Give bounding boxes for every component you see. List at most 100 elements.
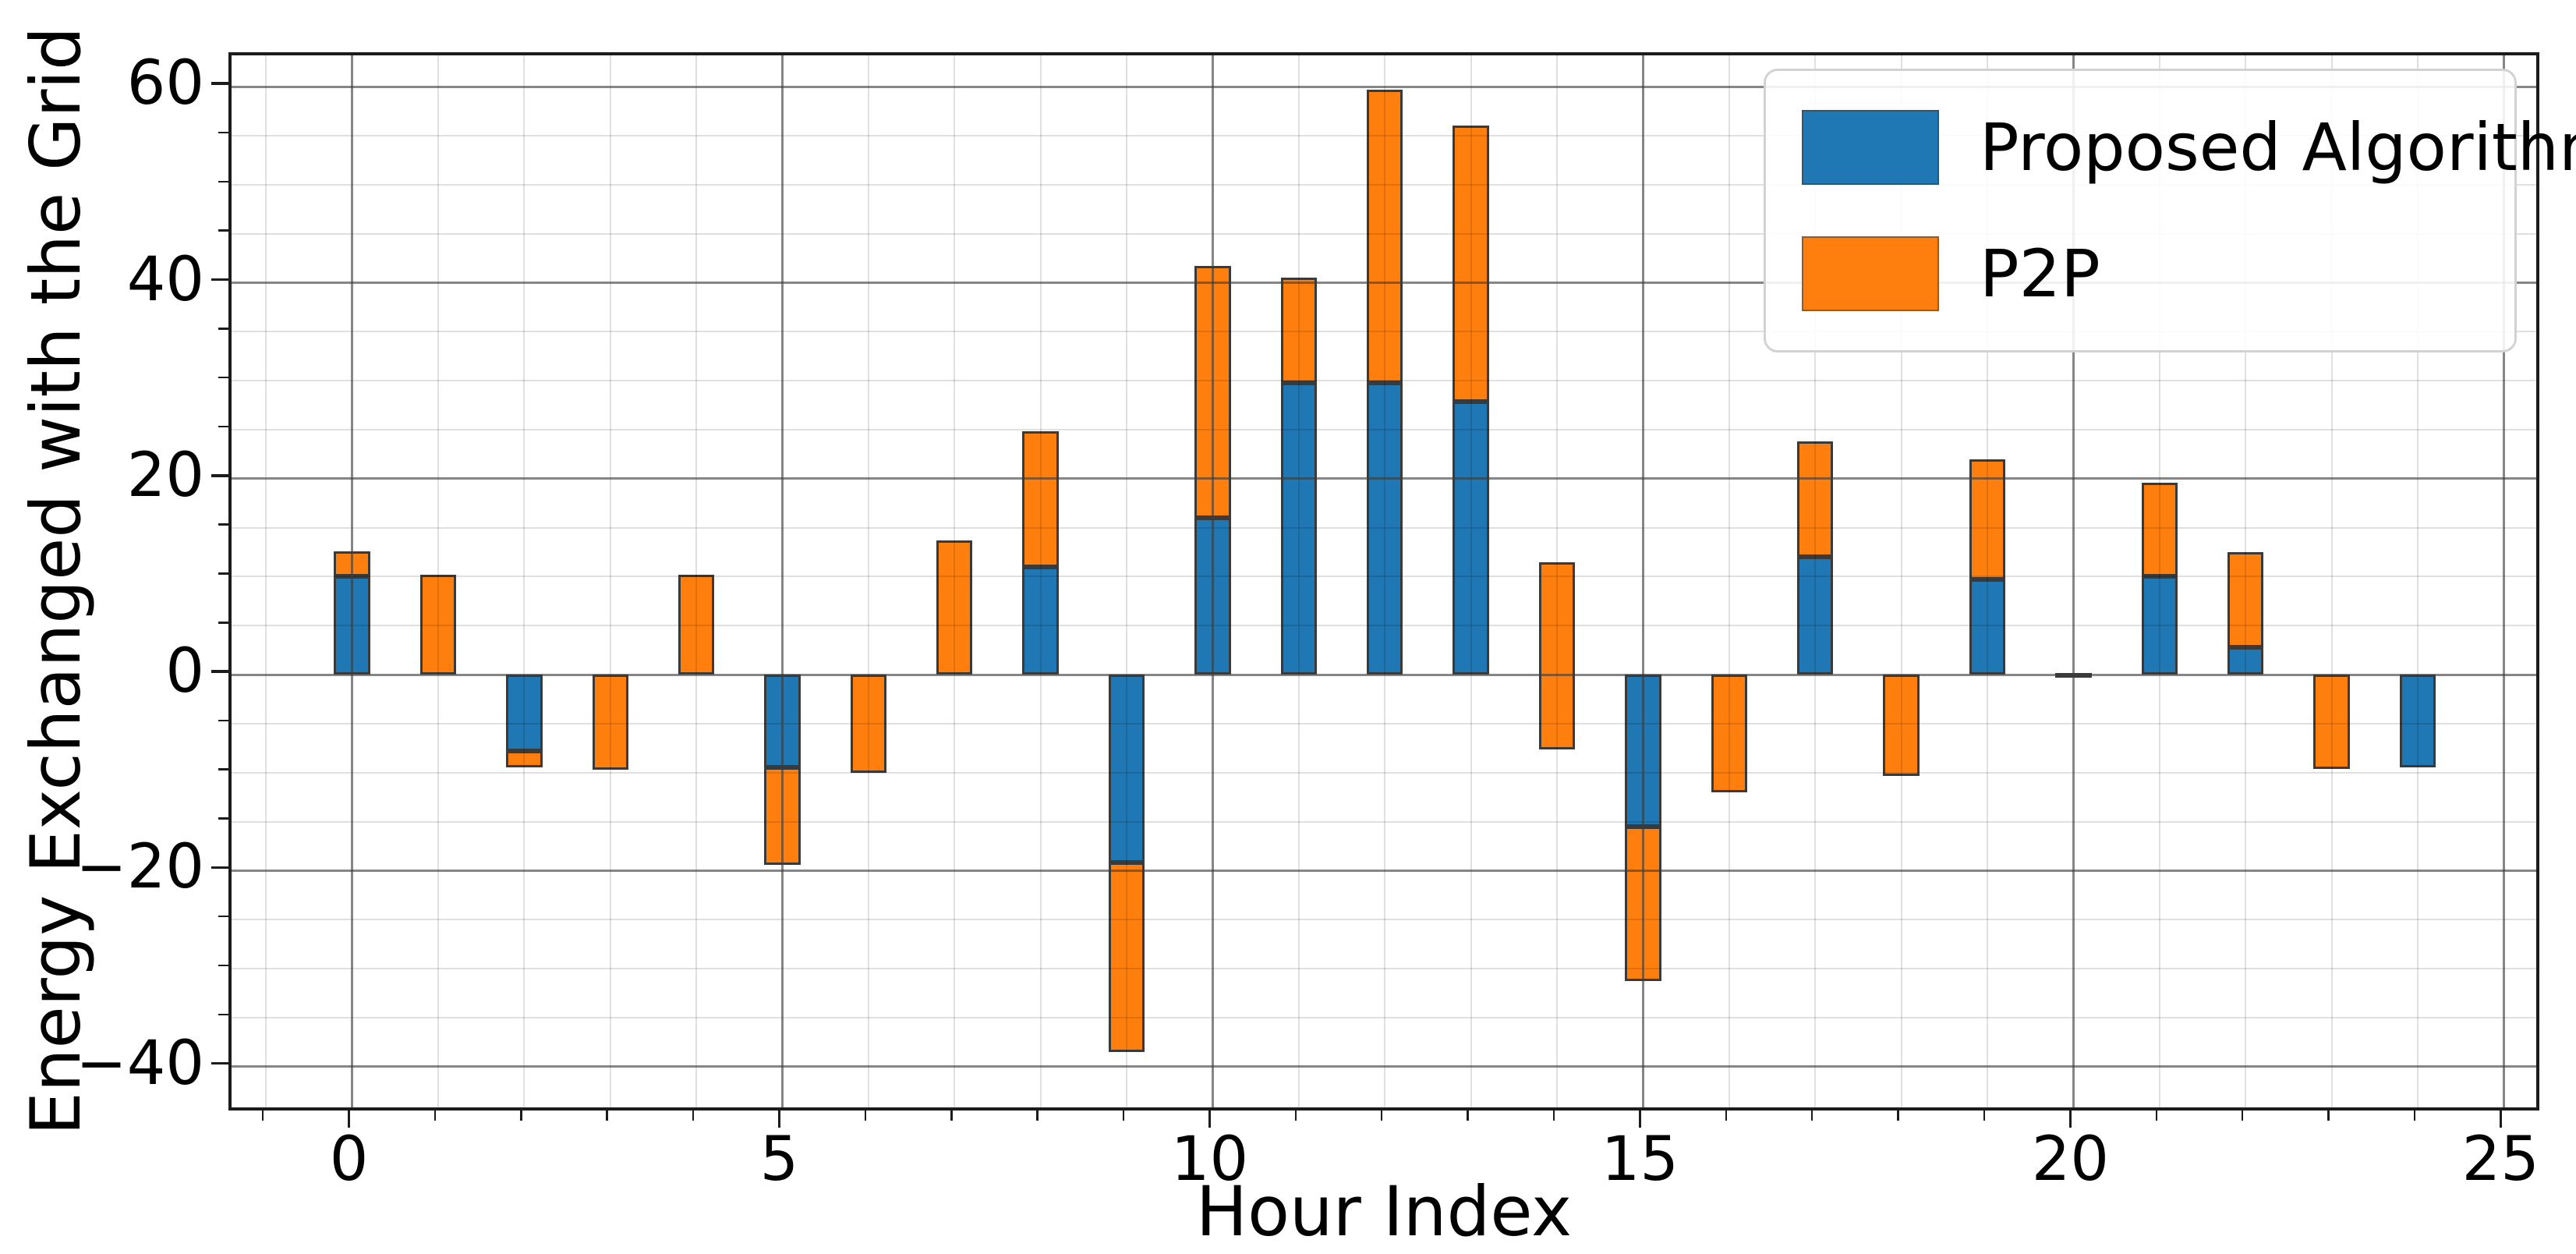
y-minor-tick--10 bbox=[218, 768, 228, 770]
major-gridline-y--40 bbox=[232, 1065, 2536, 1068]
x-minor-tick-4 bbox=[692, 1111, 695, 1121]
bar-proposed-hour-8 bbox=[1022, 566, 1059, 675]
minor-gridline-y-25 bbox=[232, 428, 2536, 430]
bar-p2p-hour-1 bbox=[419, 574, 457, 675]
minor-gridline-x-21 bbox=[2158, 55, 2160, 1107]
minor-gridline-x-24 bbox=[2416, 55, 2419, 1107]
y-minor-tick-35 bbox=[218, 328, 228, 330]
legend-label-proposed-algorithm: Proposed Algorithm bbox=[1980, 109, 2576, 186]
minor-gridline-y--25 bbox=[232, 919, 2536, 921]
bar-p2p-hour-13 bbox=[1453, 126, 1489, 402]
grid-layer bbox=[232, 55, 2536, 1107]
minor-gridline-y-50 bbox=[232, 183, 2536, 186]
x-minor-tick-8 bbox=[1036, 1111, 1039, 1121]
x-minor-tick-12 bbox=[1380, 1111, 1383, 1121]
minor-gridline-y--35 bbox=[232, 1016, 2536, 1018]
x-minor-tick-3 bbox=[606, 1111, 608, 1121]
x-minor-tick-13 bbox=[1467, 1111, 1469, 1121]
bar-proposed-hour-17 bbox=[1797, 557, 1834, 675]
minor-gridline-y--10 bbox=[232, 771, 2536, 774]
minor-gridline-x-11 bbox=[1297, 55, 1300, 1107]
x-minor-tick-14 bbox=[1552, 1111, 1555, 1121]
x-major-tick-15 bbox=[1638, 1111, 1642, 1128]
minor-gridline-x-22 bbox=[2245, 55, 2247, 1107]
minor-gridline-x-4 bbox=[695, 55, 698, 1107]
minor-gridline-x-13 bbox=[1470, 55, 1472, 1107]
minor-gridline-y--5 bbox=[232, 722, 2536, 724]
major-gridline-y-60 bbox=[232, 85, 2536, 88]
bar-p2p-hour-21 bbox=[2141, 482, 2178, 577]
x-minor-tick-9 bbox=[1122, 1111, 1125, 1121]
x-axis-label: Hour Index bbox=[1195, 1171, 1573, 1252]
bar-p2p-hour-14 bbox=[1538, 561, 1576, 749]
y-tick-label--40: −40 bbox=[76, 1028, 204, 1099]
legend-label-p2p: P2P bbox=[1980, 236, 2100, 312]
bar-proposed-hour-11 bbox=[1280, 382, 1318, 675]
minor-gridline-y-55 bbox=[232, 135, 2536, 137]
minor-gridline-x-23 bbox=[2330, 55, 2333, 1107]
bar-proposed-hour-12 bbox=[1367, 382, 1403, 675]
major-gridline-y-20 bbox=[232, 477, 2536, 480]
bar-proposed-hour-22 bbox=[2227, 646, 2264, 675]
major-gridline-x-0 bbox=[351, 55, 354, 1107]
major-gridline-y--20 bbox=[232, 869, 2536, 872]
x-minor-tick--1 bbox=[261, 1111, 264, 1121]
minor-gridline-x-8 bbox=[1039, 55, 1042, 1107]
minor-gridline-y-10 bbox=[232, 576, 2536, 578]
y-minor-tick--15 bbox=[218, 817, 228, 820]
minor-gridline-y--15 bbox=[232, 820, 2536, 823]
bar-p2p-hour-8 bbox=[1022, 431, 1059, 567]
y-major-tick-60 bbox=[211, 82, 228, 85]
bar-p2p-hour-3 bbox=[592, 675, 628, 770]
y-minor-tick-25 bbox=[218, 425, 228, 428]
minor-gridline-x-19 bbox=[1986, 55, 1988, 1107]
minor-gridline-y-45 bbox=[232, 232, 2536, 235]
bar-p2p-hour-6 bbox=[850, 675, 887, 773]
major-gridline-y-0 bbox=[232, 673, 2536, 676]
x-minor-tick-11 bbox=[1294, 1111, 1297, 1121]
y-tick-label-0: 0 bbox=[165, 636, 204, 707]
bar-p2p-hour-12 bbox=[1367, 89, 1403, 383]
bar-proposed-hour-9 bbox=[1108, 675, 1145, 863]
minor-gridline-x-1 bbox=[437, 55, 439, 1107]
x-tick-label-20: 20 bbox=[2031, 1125, 2109, 1195]
x-minor-tick-19 bbox=[1983, 1111, 1986, 1121]
minor-gridline-x-6 bbox=[867, 55, 869, 1107]
bar-p2p-hour-11 bbox=[1280, 278, 1318, 383]
legend: Proposed Algorithm P2P bbox=[1764, 69, 2576, 352]
minor-gridline-y--30 bbox=[232, 968, 2536, 970]
y-minor-tick--25 bbox=[218, 915, 228, 918]
bar-proposed-hour-19 bbox=[1969, 579, 2006, 675]
y-major-tick--20 bbox=[211, 866, 228, 870]
x-minor-tick-7 bbox=[950, 1111, 953, 1121]
bar-proposed-hour-13 bbox=[1453, 401, 1489, 675]
y-tick-label-60: 60 bbox=[126, 48, 204, 119]
x-minor-tick-17 bbox=[1810, 1111, 1813, 1121]
bar-p2p-hour-7 bbox=[936, 540, 973, 675]
y-tick-label--20: −20 bbox=[76, 832, 204, 903]
minor-gridline-x-17 bbox=[1814, 55, 1817, 1107]
x-tick-label-5: 5 bbox=[759, 1125, 799, 1195]
major-gridline-x-20 bbox=[2072, 55, 2075, 1107]
y-major-tick-40 bbox=[211, 278, 228, 282]
minor-gridline-x-9 bbox=[1126, 55, 1128, 1107]
bar-p2p-hour-17 bbox=[1797, 441, 1834, 558]
y-minor-tick--5 bbox=[218, 719, 228, 722]
x-minor-tick-24 bbox=[2413, 1111, 2416, 1121]
minor-gridline-x-3 bbox=[609, 55, 611, 1107]
minor-gridline-y-5 bbox=[232, 625, 2536, 627]
bar-proposed-hour-21 bbox=[2141, 576, 2178, 675]
legend-swatch-p2p bbox=[1802, 236, 1939, 311]
minor-gridline-y-35 bbox=[232, 331, 2536, 333]
minor-gridline-y-15 bbox=[232, 526, 2536, 529]
y-minor-tick-45 bbox=[218, 229, 228, 232]
x-major-tick-20 bbox=[2068, 1111, 2072, 1128]
y-minor-tick-30 bbox=[218, 376, 228, 379]
y-tick-label-20: 20 bbox=[126, 440, 204, 511]
minor-gridline-x-14 bbox=[1556, 55, 1559, 1107]
x-minor-tick-2 bbox=[520, 1111, 522, 1121]
bar-p2p-hour-2 bbox=[506, 751, 543, 768]
minor-gridline-x--1 bbox=[265, 55, 267, 1107]
bar-proposed-hour-24 bbox=[2399, 675, 2436, 768]
